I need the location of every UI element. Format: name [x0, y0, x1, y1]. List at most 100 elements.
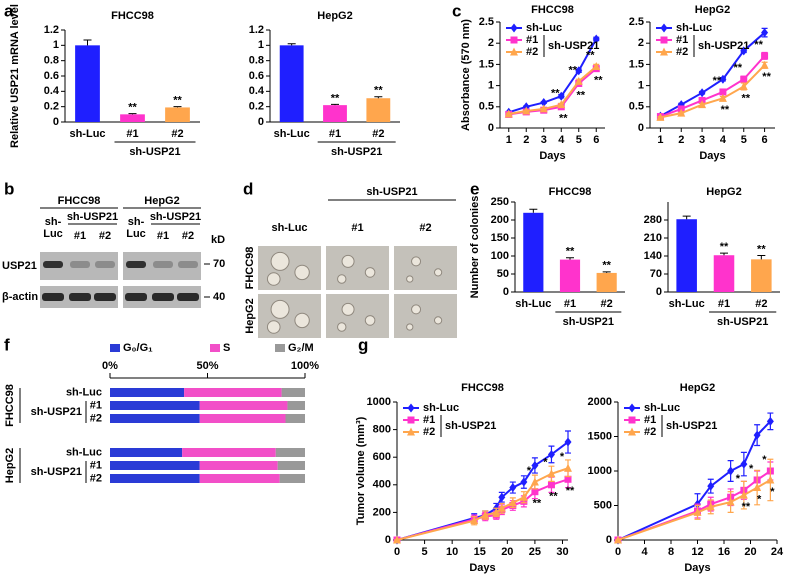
x-tick-label: 0 — [394, 546, 400, 558]
blot-lane-label: #1 — [74, 230, 86, 242]
point — [698, 88, 706, 98]
blot-band — [42, 293, 64, 301]
error-bar — [529, 208, 538, 213]
row-label: sh-Luc — [66, 386, 102, 398]
x-tick-label: 2 — [678, 134, 684, 146]
significance: ** — [566, 485, 575, 497]
blot-lane-label: sh- — [45, 216, 62, 228]
y-tick-label: 0.5 — [479, 101, 494, 113]
significance: ** — [568, 64, 577, 76]
point — [492, 507, 501, 516]
y-tick-label: 2 — [488, 37, 494, 49]
x-tick-label: sh-Luc — [669, 298, 705, 310]
point — [557, 91, 565, 101]
x-axis-label: Days — [469, 562, 495, 574]
blot-unit: kD — [211, 234, 225, 246]
legend-label: #1 — [526, 34, 538, 46]
point — [509, 483, 517, 493]
panel-letter: b — [4, 179, 14, 198]
group-name: HepG2 — [4, 448, 16, 483]
panel-letter: e — [470, 179, 479, 198]
point — [574, 76, 583, 85]
series-line — [396, 467, 569, 541]
bar-segment — [110, 448, 183, 457]
chart-title: HepG2 — [680, 382, 715, 394]
error-bar — [374, 96, 383, 99]
blot-lane-label: Luc — [126, 228, 146, 240]
bar — [165, 107, 190, 122]
y-tick-label: 210 — [644, 232, 662, 244]
bar — [75, 45, 100, 123]
legend-group: sh-USP21 — [666, 420, 717, 432]
point — [719, 88, 727, 96]
colony-column-label: #1 — [351, 222, 363, 234]
series-line — [508, 38, 598, 114]
y-tick-label: 1500 — [588, 430, 612, 442]
legend-label: sh-Luc — [676, 22, 712, 34]
y-tick-label: 0.2 — [44, 101, 59, 113]
legend-marker — [660, 47, 668, 56]
y-tick-label: 2.5 — [479, 16, 494, 28]
x-tick-label: 10 — [446, 546, 458, 558]
x-tick-label: 5 — [422, 546, 428, 558]
blot-band — [125, 293, 147, 301]
y-tick-label: 0 — [385, 534, 391, 546]
point — [718, 93, 727, 102]
significance: ** — [576, 89, 585, 101]
group-name: FHCC98 — [4, 384, 16, 427]
point — [698, 100, 707, 109]
y-tick-label: 140 — [644, 250, 662, 262]
significance: * — [762, 454, 767, 466]
x-tick-label: #1 — [718, 298, 730, 310]
point — [739, 490, 748, 499]
significance: ** — [331, 92, 340, 104]
legend-marker — [660, 36, 668, 44]
blot-band — [126, 261, 146, 268]
point — [706, 502, 715, 511]
blot-marker: 40 — [213, 291, 225, 303]
y-tick-label: 1 — [488, 80, 494, 92]
chart-title: FHCC98 — [531, 4, 574, 16]
bar-segment — [199, 474, 280, 483]
x-tick-label: #1 — [329, 128, 341, 140]
x-tick-label: sh-Luc — [274, 128, 310, 140]
chart-title: HepG2 — [317, 10, 352, 22]
y-tick-label: 100 — [491, 250, 509, 262]
bar-segment — [110, 461, 200, 470]
significance: ** — [549, 491, 558, 503]
y-tick-label: 150 — [491, 232, 509, 244]
bar-segment — [275, 448, 305, 457]
legend-marker — [510, 23, 518, 33]
bar-segment — [182, 448, 276, 457]
legend-label: #2 — [676, 46, 688, 58]
point — [592, 34, 600, 44]
x-axis-label: Days — [684, 562, 710, 574]
point — [504, 109, 513, 118]
legend-swatch — [210, 344, 220, 352]
series-line — [396, 441, 569, 541]
x-tick-label: #2 — [372, 128, 384, 140]
colony — [266, 272, 281, 286]
y-tick-label: 1.5 — [629, 58, 644, 70]
row-label: #1 — [90, 399, 102, 411]
group-label: sh-USP21 — [563, 316, 614, 328]
point — [761, 28, 769, 38]
point — [547, 469, 556, 478]
x-tick-label: 0 — [615, 546, 621, 558]
x-tick-label: sh-Luc — [515, 298, 551, 310]
legend-label: #1 — [644, 414, 656, 426]
x-tick-label: #1 — [126, 128, 138, 140]
y-tick-label: 1000 — [588, 465, 612, 477]
point — [753, 430, 761, 440]
legend-label: sh-Luc — [644, 402, 680, 414]
chart-title: FHCC98 — [111, 10, 154, 22]
significance: ** — [742, 501, 751, 513]
colony — [266, 320, 281, 334]
x-tick-label: 50% — [196, 360, 218, 372]
point — [707, 481, 715, 491]
legend-label: #2 — [526, 46, 538, 58]
legend-marker — [628, 403, 636, 413]
x-axis-label: Days — [699, 150, 725, 162]
bar-segment — [110, 401, 200, 410]
row-label: sh-Luc — [66, 446, 102, 458]
